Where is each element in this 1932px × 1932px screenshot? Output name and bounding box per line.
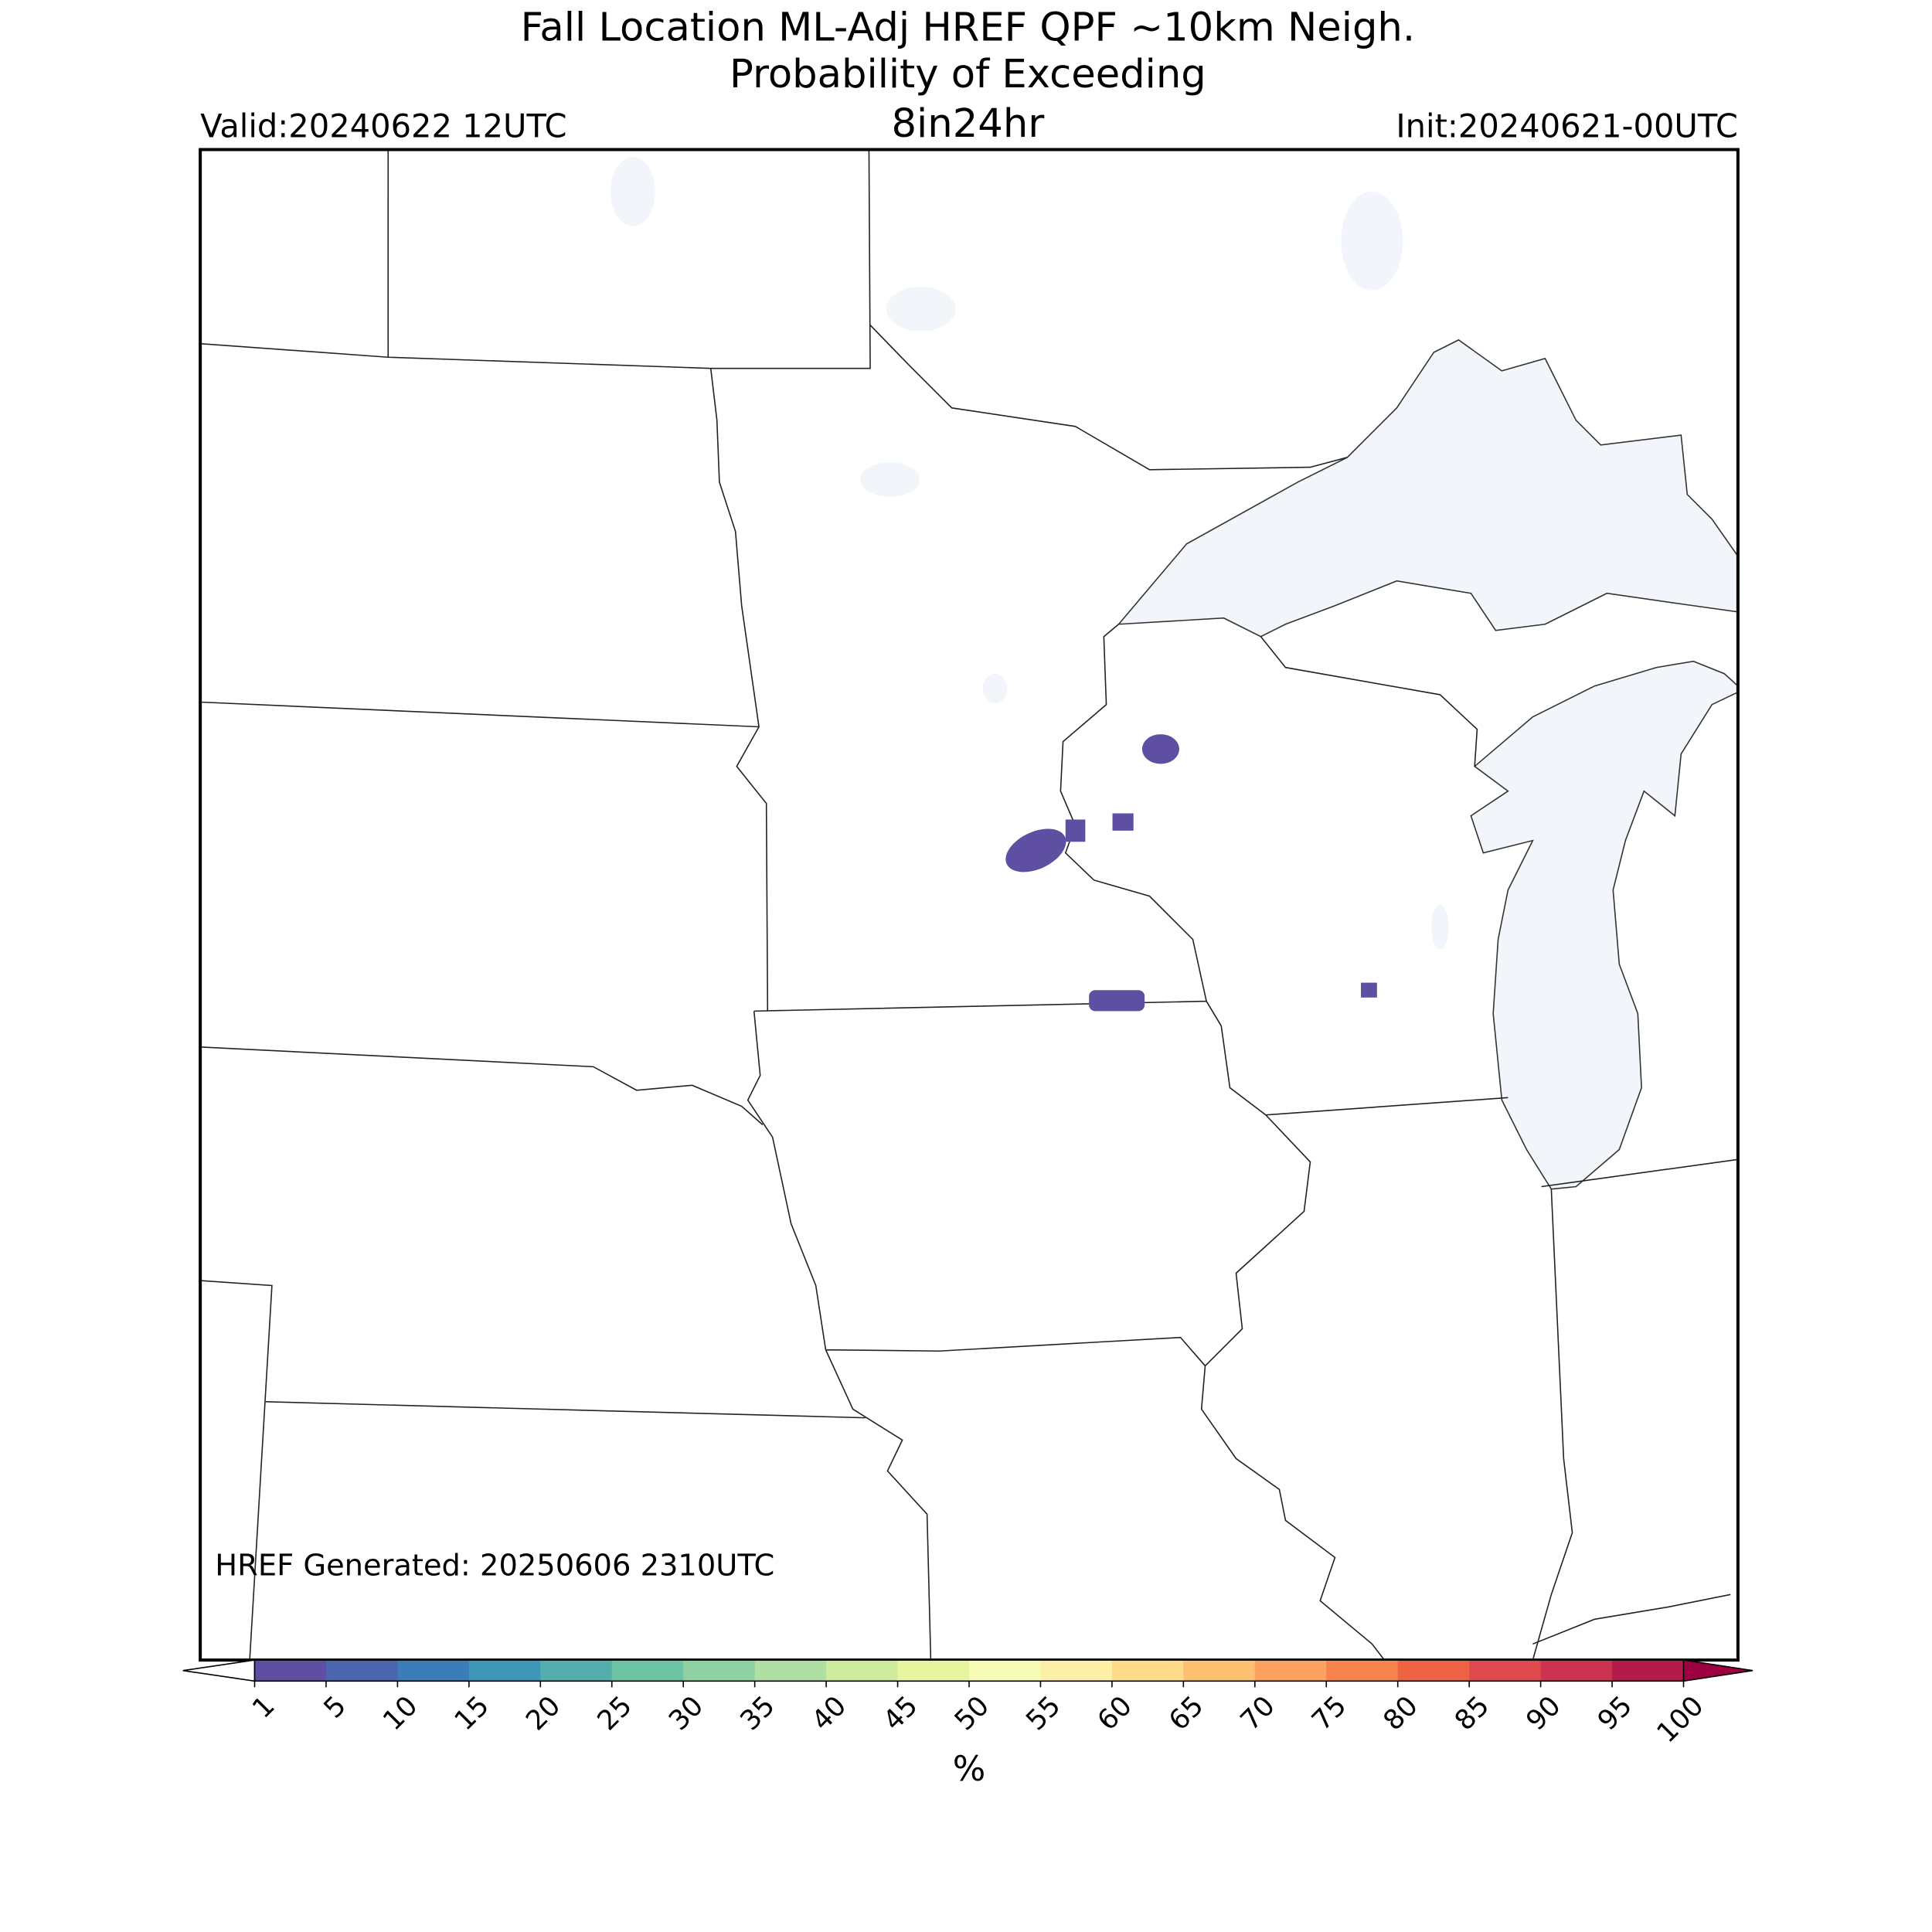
colorbar: 1 5 10 15 20 25 30 35 40 45 50 55 60 65 70 75 80 85 90 95 10… xyxy=(182,1659,1753,1749)
colorbar-segment xyxy=(897,1660,970,1682)
colorbar-tick-label: 35 xyxy=(734,1690,781,1737)
probability-areas xyxy=(1005,734,1377,1012)
colorbar-over xyxy=(1682,1659,1753,1682)
colorbar-tick-label: 65 xyxy=(1163,1690,1210,1737)
map xyxy=(199,148,1740,1662)
colorbar-tick-label: 30 xyxy=(663,1690,710,1737)
colorbar-segment xyxy=(968,1660,1042,1682)
colorbar-segment xyxy=(1397,1660,1470,1682)
colorbar-tick-label: 25 xyxy=(591,1690,638,1737)
colorbar-segment xyxy=(754,1660,827,1682)
colorbar-segment xyxy=(1254,1660,1328,1682)
colorbar-under xyxy=(182,1659,256,1682)
colorbar-segment xyxy=(468,1660,542,1682)
colorbar-label: % xyxy=(953,1748,986,1789)
colorbar-segment xyxy=(1540,1660,1613,1682)
valid-time: Valid:20240622 12UTC xyxy=(200,107,566,145)
generated-note: HREF Generated: 20250606 2310UTC xyxy=(215,1549,774,1583)
colorbar-tick-label: 15 xyxy=(448,1690,495,1737)
subtitle: Probability of Exceeding xyxy=(730,51,1206,97)
colorbar-tick-label: 40 xyxy=(806,1690,853,1737)
colorbar-segment xyxy=(611,1660,684,1682)
colorbar-tick-label: 55 xyxy=(1020,1690,1067,1737)
colorbar-tick-label: 20 xyxy=(520,1690,567,1737)
colorbar-tick-label: 70 xyxy=(1234,1690,1281,1737)
colorbar-segment xyxy=(325,1660,399,1682)
init-time: Init:20240621-00UTC xyxy=(1396,107,1737,145)
colorbar-segment xyxy=(1040,1660,1113,1682)
colorbar-segment xyxy=(540,1660,613,1682)
colorbar-segment xyxy=(1183,1660,1256,1682)
colorbar-tick-label: 95 xyxy=(1591,1690,1638,1737)
threshold: 8in24hr xyxy=(892,100,1046,147)
lakes-small xyxy=(611,157,1449,950)
colorbar-segment xyxy=(1111,1660,1185,1682)
colorbar-tick-label: 80 xyxy=(1377,1690,1424,1737)
lake-michigan xyxy=(1470,660,1738,1190)
colorbar-tick-label: 45 xyxy=(877,1690,924,1737)
colorbar-segment xyxy=(1612,1660,1685,1682)
colorbar-tick-label: 50 xyxy=(948,1690,995,1737)
colorbar-segment xyxy=(1469,1660,1542,1682)
colorbar-tick-label: 85 xyxy=(1449,1690,1496,1737)
colorbar-tick-label: 5 xyxy=(318,1690,352,1725)
colorbar-tick-label: 60 xyxy=(1091,1690,1138,1737)
colorbar-segment xyxy=(826,1660,899,1682)
colorbar-segment xyxy=(254,1660,327,1682)
title: Fall Location ML-Adj HREF QPF ~10km Neig… xyxy=(521,4,1415,50)
colorbar-tick-label: 1 xyxy=(247,1690,281,1725)
colorbar-segment xyxy=(397,1660,470,1682)
colorbar-tick-label: 10 xyxy=(377,1690,424,1737)
lake-superior xyxy=(1117,338,1738,638)
colorbar-segment xyxy=(1326,1660,1399,1682)
colorbar-tick-label: 100 xyxy=(1651,1690,1709,1749)
colorbar-tick-label: 75 xyxy=(1306,1690,1353,1737)
colorbar-segment xyxy=(683,1660,756,1682)
colorbar-tick-label: 90 xyxy=(1520,1690,1567,1737)
